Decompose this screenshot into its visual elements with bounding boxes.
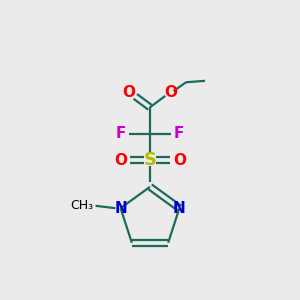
Text: O: O [114, 153, 127, 168]
Text: CH₃: CH₃ [70, 199, 93, 212]
Text: N: N [114, 201, 127, 216]
Text: S: S [143, 151, 157, 169]
Text: O: O [173, 153, 186, 168]
Text: N: N [173, 201, 186, 216]
Text: F: F [116, 126, 126, 141]
Text: O: O [165, 85, 178, 100]
Text: F: F [174, 126, 184, 141]
Text: O: O [122, 85, 135, 100]
